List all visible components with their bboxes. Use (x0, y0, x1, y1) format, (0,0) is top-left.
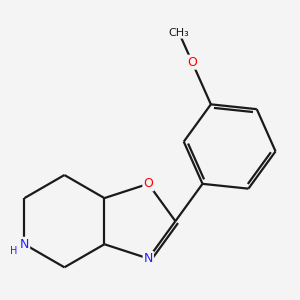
Text: N: N (20, 238, 29, 251)
Text: O: O (143, 177, 153, 190)
Text: CH₃: CH₃ (169, 28, 189, 38)
Text: H: H (10, 246, 17, 256)
Text: O: O (187, 56, 197, 69)
Text: N: N (144, 252, 153, 265)
